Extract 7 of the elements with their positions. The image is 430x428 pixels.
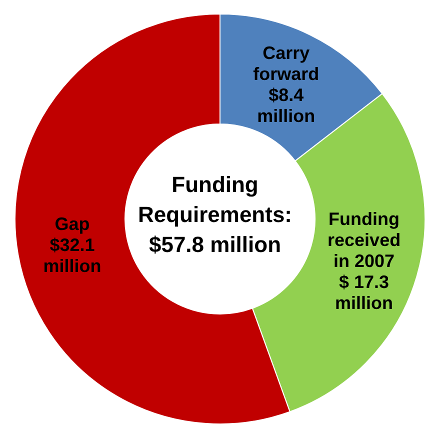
data-label: $8.4 million (257, 84, 316, 126)
data-label: $32.1 million (43, 234, 102, 276)
slice-label: Gap (54, 214, 90, 234)
slice-label: Carry forward (253, 42, 320, 84)
data-label: $ 17.3 million (335, 272, 394, 313)
text: Funding Requirements: $57.8 million (138, 172, 292, 256)
slice-label: Funding received in 2007 (328, 208, 401, 271)
